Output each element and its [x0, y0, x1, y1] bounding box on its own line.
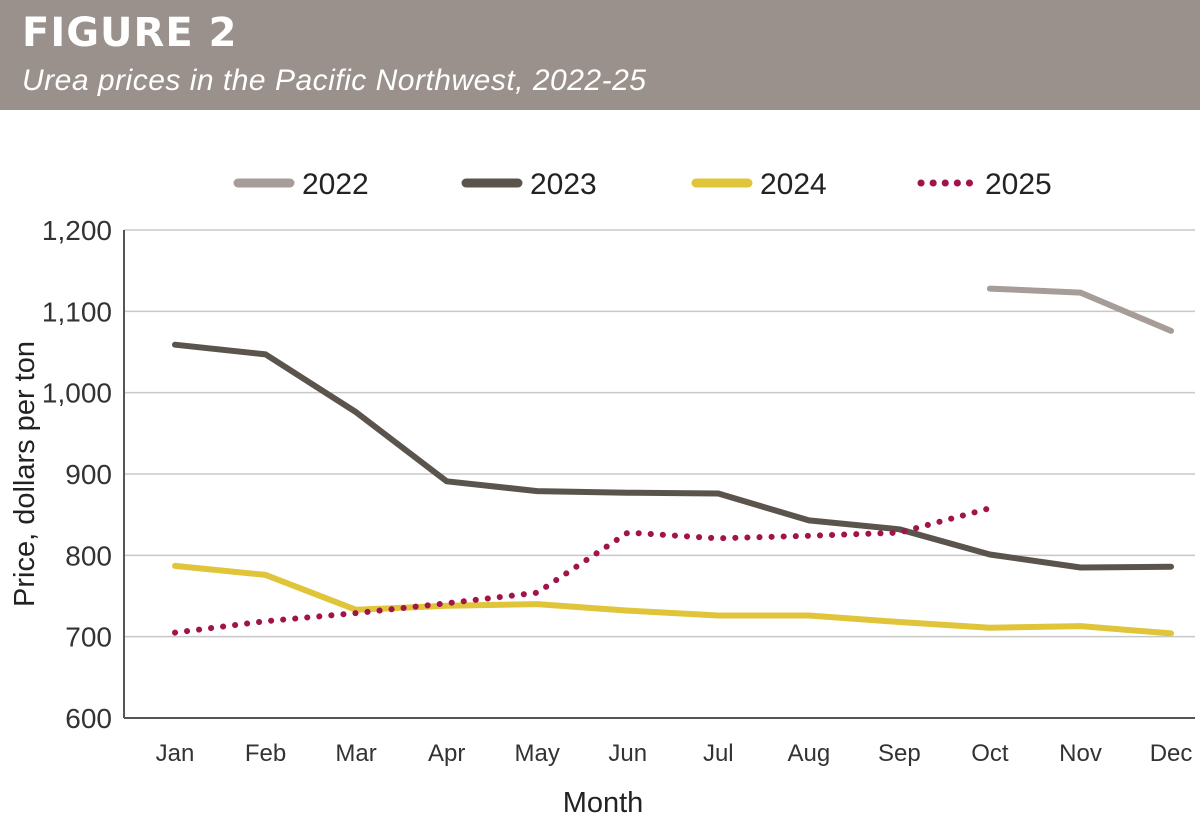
y-tick-label: 700	[65, 622, 112, 653]
x-tick-label: May	[515, 740, 560, 767]
legend-item-2023: 2023	[461, 168, 597, 201]
series-lines	[172, 285, 1174, 637]
x-tick-label: Mar	[335, 740, 376, 767]
legend-label: 2024	[760, 168, 827, 201]
x-tick-label: Dec	[1150, 740, 1193, 767]
x-axis-ticks: Jan Feb Mar Apr May Jun Jul Aug Sep Oct Nov Dec	[156, 740, 1193, 767]
x-tick-label: Sep	[878, 740, 921, 767]
y-tick-label: 1,100	[42, 296, 112, 327]
x-tick-label: Jan	[156, 740, 195, 767]
y-axis-label: Price, dollars per ton	[9, 341, 41, 607]
x-tick-label: Nov	[1059, 740, 1102, 767]
figure-label: FIGURE 2	[22, 10, 238, 56]
x-tick-label: Oct	[971, 740, 1009, 767]
series-line-2023	[172, 341, 1174, 571]
x-tick-label: Jul	[703, 740, 734, 767]
figure-header: FIGURE 2 Urea prices in the Pacific Nort…	[0, 0, 1200, 110]
legend-label: 2023	[530, 168, 597, 201]
legend-item-2025: 2025	[917, 168, 1052, 201]
y-axis-ticks: 600 700 800 900 1,000 1,100 1,200	[42, 215, 112, 734]
y-tick-label: 1,200	[42, 215, 112, 246]
series-line-2022	[986, 285, 1174, 334]
x-tick-label: Apr	[428, 740, 465, 767]
legend-label: 2025	[985, 168, 1052, 201]
x-axis-label: Month	[563, 787, 644, 813]
chart-legend: 2022 2023 2024 2025	[233, 168, 1052, 201]
x-tick-label: Aug	[787, 740, 830, 767]
y-tick-label: 900	[65, 459, 112, 490]
legend-item-2022: 2022	[233, 168, 369, 201]
legend-item-2024: 2024	[691, 168, 827, 201]
y-tick-label: 600	[65, 703, 112, 734]
y-tick-label: 1,000	[42, 378, 112, 409]
x-tick-label: Jun	[608, 740, 647, 767]
series-line-2025	[172, 505, 993, 636]
y-tick-label: 800	[65, 540, 112, 571]
x-tick-label: Feb	[245, 740, 286, 767]
series-line-2024	[172, 562, 1174, 637]
figure-subtitle: Urea prices in the Pacific Northwest, 20…	[22, 64, 647, 97]
legend-label: 2022	[302, 168, 369, 201]
grid-lines	[124, 229, 1195, 638]
